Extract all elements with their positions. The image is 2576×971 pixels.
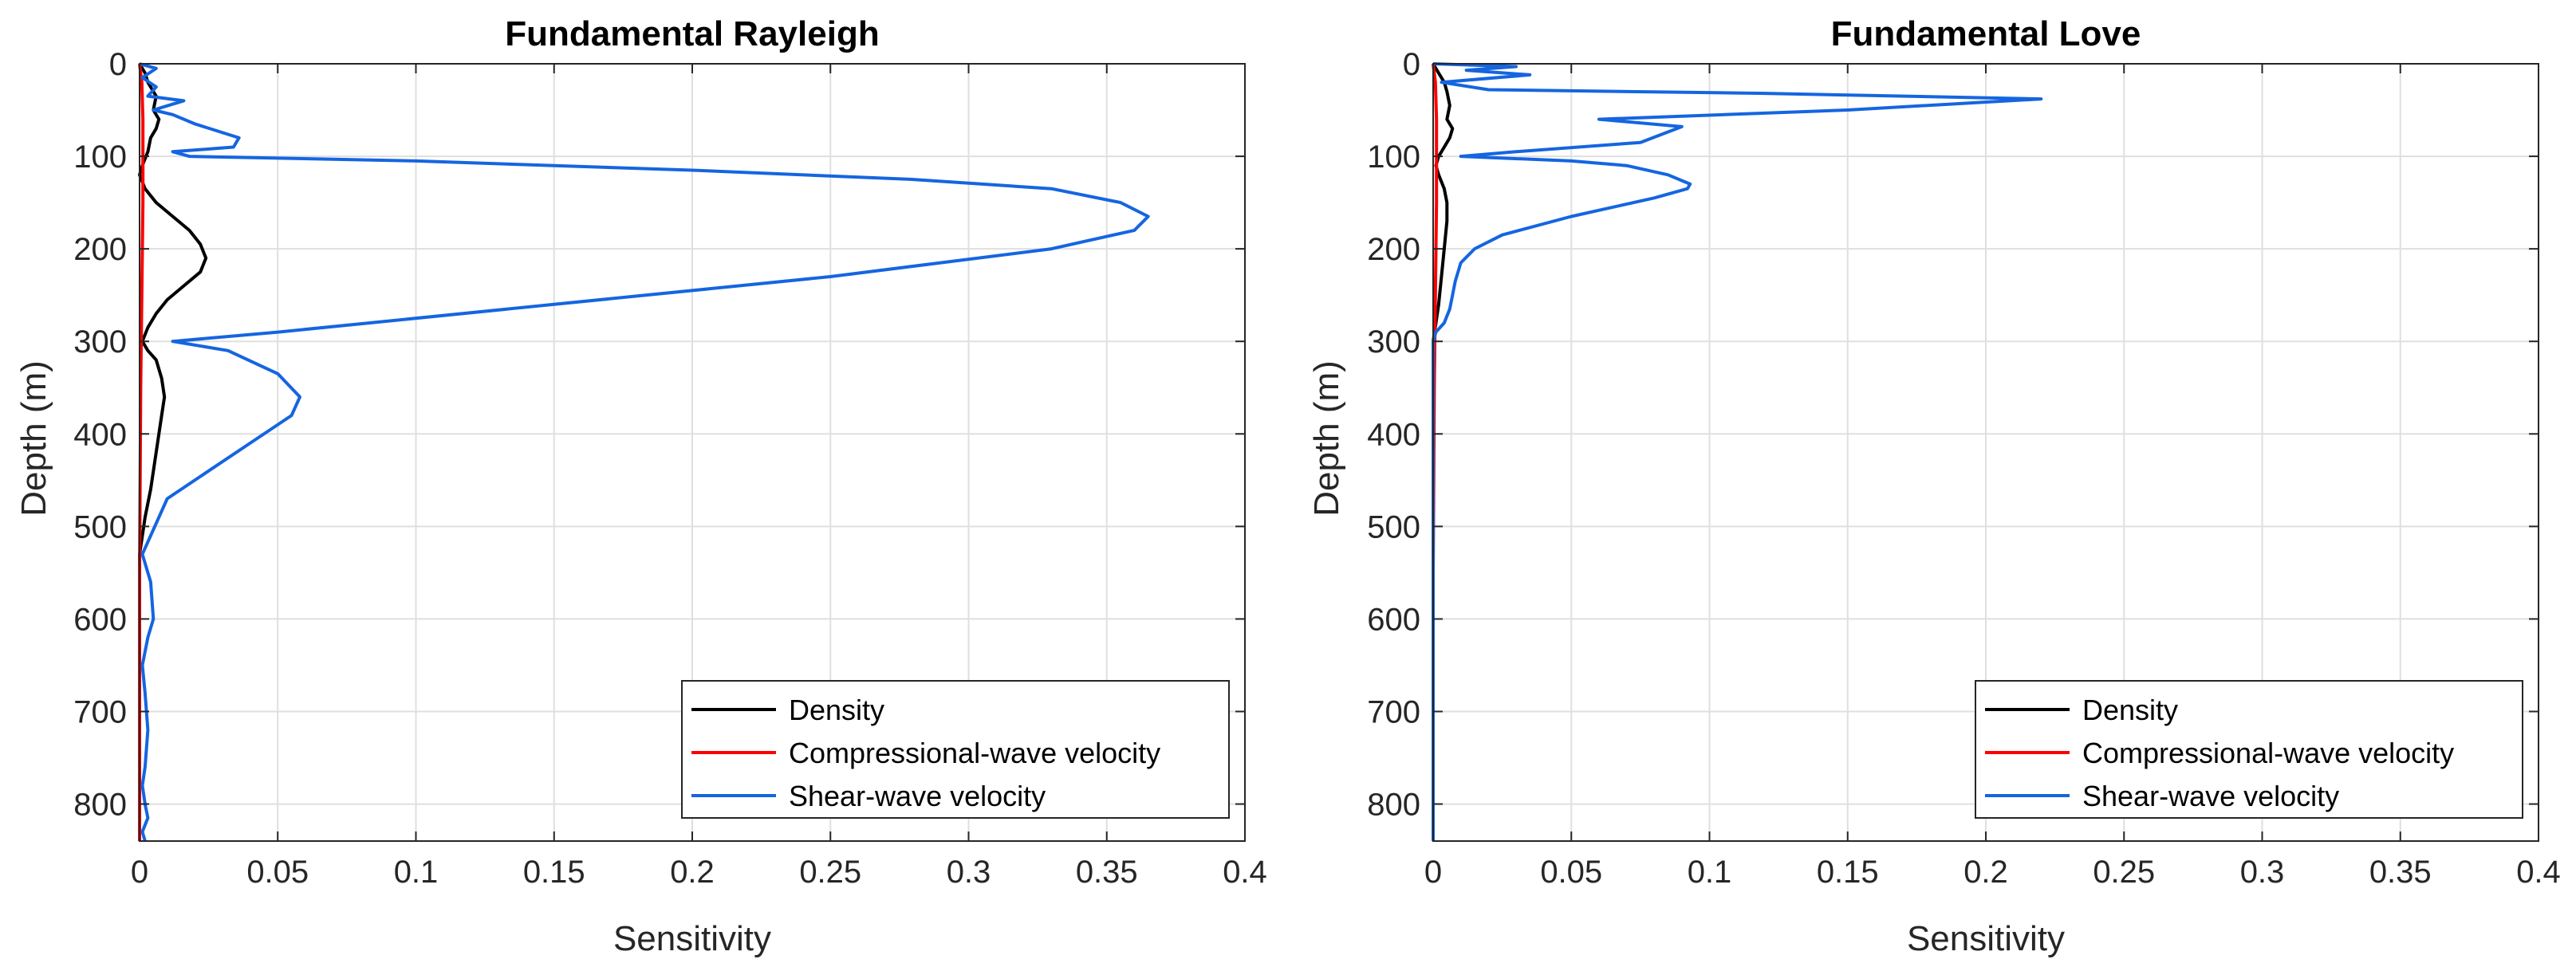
- y-tick-label: 0: [109, 47, 127, 82]
- x-tick-label: 0: [131, 855, 148, 890]
- ticks: 0 0.05 0.1 0.15 0.2 0.25 0.3 0.35 0.4 0 100 200 300 4…: [1367, 47, 2561, 890]
- x-tick-label: 0: [1424, 855, 1442, 890]
- x-tick-label: 0.4: [1223, 855, 1267, 890]
- series-line-2: [1432, 62, 2043, 841]
- y-tick-label: 400: [1367, 417, 1420, 452]
- x-axis-label: Sensitivity: [613, 919, 771, 958]
- y-tick-label: 200: [1367, 232, 1420, 267]
- x-tick-label: 0.35: [2369, 855, 2432, 890]
- y-tick-label: 700: [1367, 695, 1420, 730]
- y-tick-label: 600: [73, 602, 127, 637]
- y-tick-label: 100: [73, 140, 127, 175]
- x-tick-label: 0.15: [523, 855, 585, 890]
- x-tick-label: 0.1: [1688, 855, 1732, 890]
- legend-label-2: Shear-wave velocity: [789, 780, 1046, 812]
- legend-label-0: Density: [789, 694, 884, 726]
- chart-panel-rayleigh: Fundamental Rayleigh Sensitivity Depth (…: [14, 14, 1267, 958]
- x-tick-label: 0.3: [947, 855, 991, 890]
- legend: Density Compressional-wave velocity Shear-…: [681, 680, 1230, 819]
- chart-panel-love: Fundamental Love Sensitivity Depth (m) 0…: [1307, 14, 2561, 958]
- y-tick-label: 700: [73, 695, 127, 730]
- chart-title: Fundamental Rayleigh: [505, 14, 879, 53]
- y-tick-label: 500: [73, 509, 127, 544]
- y-tick-label: 800: [73, 788, 127, 823]
- x-tick-label: 0.2: [670, 855, 715, 890]
- legend-label-1: Compressional-wave velocity: [789, 737, 1160, 769]
- y-tick-label: 400: [73, 417, 127, 452]
- y-tick-label: 300: [73, 324, 127, 360]
- y-axis-label: Depth (m): [1307, 360, 1346, 517]
- legend-label-1: Compressional-wave velocity: [2082, 737, 2454, 769]
- x-tick-label: 0.15: [1817, 855, 1879, 890]
- y-tick-label: 500: [1367, 509, 1420, 544]
- x-tick-label: 0.25: [2093, 855, 2155, 890]
- legend-label-2: Shear-wave velocity: [2082, 780, 2339, 812]
- y-tick-label: 0: [1403, 47, 1420, 82]
- x-tick-label: 0.2: [1964, 855, 2008, 890]
- legend: Density Compressional-wave velocity Shear-…: [1975, 680, 2523, 819]
- chart-title: Fundamental Love: [1831, 14, 2141, 53]
- x-tick-label: 0.05: [246, 855, 309, 890]
- y-tick-label: 600: [1367, 602, 1420, 637]
- x-tick-label: 0.05: [1540, 855, 1602, 890]
- x-tick-label: 0.4: [2516, 855, 2561, 890]
- legend-label-0: Density: [2082, 694, 2178, 726]
- series-line-2: [139, 62, 1150, 842]
- series-line-0: [138, 62, 208, 841]
- ticks: 0 0.05 0.1 0.15 0.2 0.25 0.3 0.35 0.4 0 100 200 300 4…: [73, 47, 1267, 890]
- y-tick-label: 100: [1367, 140, 1420, 175]
- x-axis-label: Sensitivity: [1907, 919, 2065, 958]
- x-tick-label: 0.25: [799, 855, 861, 890]
- y-tick-label: 800: [1367, 788, 1420, 823]
- y-tick-label: 300: [1367, 324, 1420, 360]
- x-tick-label: 0.35: [1076, 855, 1138, 890]
- x-tick-label: 0.3: [2240, 855, 2285, 890]
- x-tick-label: 0.1: [394, 855, 439, 890]
- y-axis-label: Depth (m): [14, 360, 53, 517]
- y-tick-label: 200: [73, 232, 127, 267]
